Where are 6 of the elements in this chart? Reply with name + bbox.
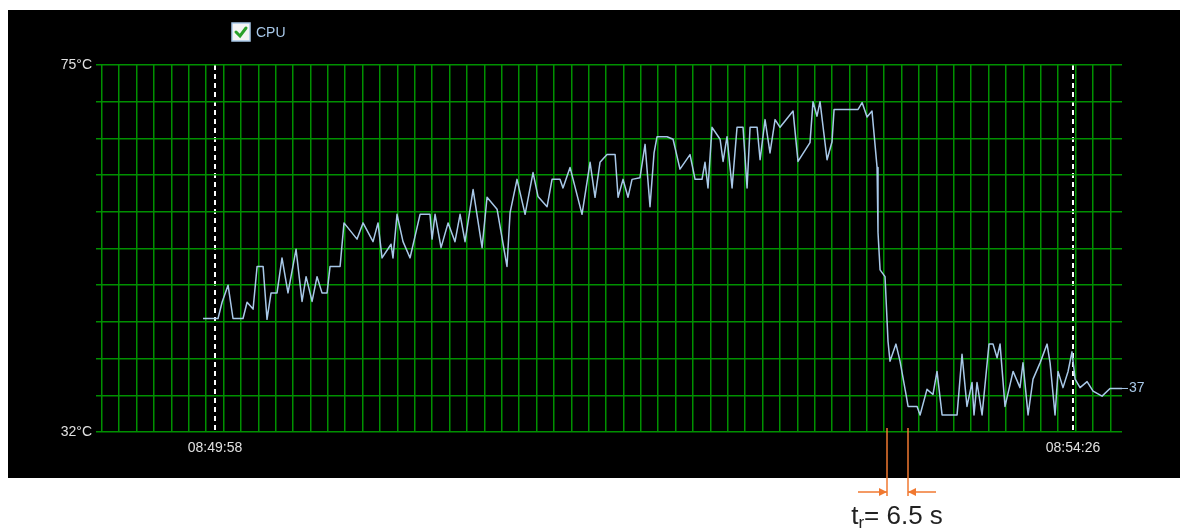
x-tick-label: 08:54:26 bbox=[1045, 439, 1101, 456]
y-tick-label: 32°C bbox=[60, 422, 92, 439]
y-tick-label: 75°C bbox=[60, 55, 92, 72]
x-tick-label: 08:49:58 bbox=[187, 439, 243, 456]
legend-label: CPU bbox=[256, 23, 286, 40]
annotation: 37 bbox=[1129, 379, 1145, 396]
